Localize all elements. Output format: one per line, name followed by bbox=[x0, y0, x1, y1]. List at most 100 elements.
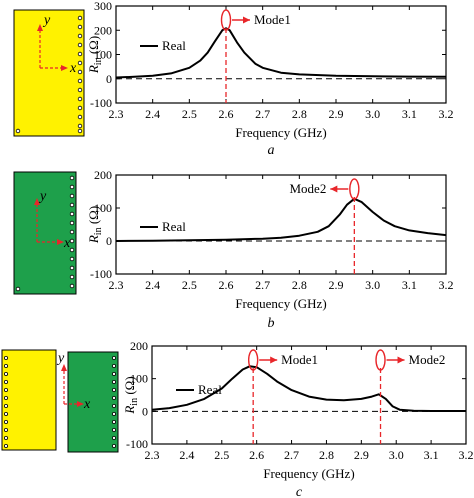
x-tick-label: 3.0 bbox=[389, 448, 404, 462]
x-tick-label: 3.2 bbox=[459, 448, 474, 462]
series-line-real bbox=[115, 197, 447, 242]
x-tick-label: 2.4 bbox=[179, 448, 194, 462]
x-tick-label: 2.9 bbox=[329, 107, 344, 121]
y-axis-label: Rin (Ω) bbox=[86, 206, 104, 244]
x-tick-label: 2.5 bbox=[214, 448, 229, 462]
x-tick-label: 2.6 bbox=[249, 448, 264, 462]
x-axis-label: Frequency (GHz) bbox=[263, 466, 354, 481]
axis-arrows-c bbox=[63, 368, 80, 405]
y-axis-label-sub: in bbox=[93, 57, 104, 65]
y-axis-label-unit: (Ω) bbox=[86, 36, 101, 58]
y-axis-label: Rin (Ω) bbox=[122, 376, 140, 414]
x-tick-label: 2.7 bbox=[255, 107, 270, 121]
chart-c: 2.3 2.4 2.5 2.6 2.7 2.8 2.9 3.0 3.1 3.2 -100 0 100 20… bbox=[122, 339, 474, 498]
axis-arrows-a bbox=[39, 28, 64, 69]
x-axis-label-b: x bbox=[63, 236, 71, 251]
series-line-real bbox=[151, 365, 466, 412]
y-tick-label: -100 bbox=[90, 96, 112, 110]
antenna-panel-c: y x bbox=[1, 349, 119, 453]
green-patch-c bbox=[67, 351, 119, 453]
y-axis-label-sub: in bbox=[93, 227, 104, 235]
x-tick-label: 3.1 bbox=[402, 278, 417, 292]
mode-arrow-head bbox=[330, 185, 338, 193]
y-arrow-head-a bbox=[37, 24, 43, 31]
y-tick-label: 100 bbox=[130, 372, 148, 386]
x-tick-label: 2.7 bbox=[284, 448, 299, 462]
antenna-panel-b: y x bbox=[13, 171, 77, 295]
mode-label: Mode2 bbox=[409, 352, 446, 367]
y-axis-label-main: R bbox=[86, 65, 101, 74]
panel-label: c bbox=[296, 485, 303, 498]
mode-label: Mode2 bbox=[289, 181, 326, 196]
mode-label: Mode1 bbox=[254, 12, 291, 27]
mode-marker-ellipse bbox=[349, 178, 360, 200]
y-axis-label-c: y bbox=[56, 351, 65, 366]
axis-arrows-b bbox=[36, 202, 60, 243]
series-line-real bbox=[115, 27, 447, 79]
x-tick-label: 2.7 bbox=[255, 278, 270, 292]
x-tick-label: 2.6 bbox=[219, 278, 234, 292]
y-arrow-head-b bbox=[34, 198, 40, 205]
plot-frame bbox=[151, 345, 467, 445]
legend-label: Real bbox=[162, 219, 186, 234]
y-tick-label: -100 bbox=[90, 267, 112, 281]
x-arrow-head-b bbox=[57, 239, 64, 245]
x-arrow-head-a bbox=[61, 65, 68, 71]
y-tick-label: 0 bbox=[106, 72, 112, 86]
edge-vias-b bbox=[15, 175, 75, 292]
x-axis-label-a: x bbox=[69, 61, 77, 76]
legend-label: Real bbox=[198, 382, 222, 397]
y-axis-label-unit: (Ω) bbox=[122, 376, 137, 398]
edge-vias-c bbox=[4, 355, 117, 448]
x-tick-label: 3.0 bbox=[365, 107, 380, 121]
x-tick-label: 2.5 bbox=[182, 278, 197, 292]
y-axis-label: Rin (Ω) bbox=[86, 36, 104, 74]
chart-a: 2.3 2.4 2.5 2.6 2.7 2.8 2.9 3.0 3.1 3.2 -100 0 100 20… bbox=[86, 0, 454, 158]
mode-arrow-head bbox=[270, 356, 278, 364]
x-tick-label: 2.3 bbox=[109, 107, 124, 121]
x-axis-label: Frequency (GHz) bbox=[235, 125, 326, 140]
y-tick-label: 300 bbox=[94, 0, 112, 13]
x-tick-label: 3.2 bbox=[439, 278, 454, 292]
edge-vias-a bbox=[15, 15, 83, 134]
y-tick-label: 100 bbox=[94, 48, 112, 62]
x-tick-label: 2.8 bbox=[319, 448, 334, 462]
x-tick-label: 2.5 bbox=[182, 107, 197, 121]
mode-arrow-head bbox=[243, 16, 250, 24]
y-axis-label-unit: (Ω) bbox=[86, 206, 101, 228]
y-arrow-head-c bbox=[61, 364, 67, 371]
x-tick-label: 3.1 bbox=[424, 448, 439, 462]
x-tick-label: 2.4 bbox=[145, 278, 160, 292]
chart-b: 2.3 2.4 2.5 2.6 2.7 2.8 2.9 3.0 3.1 3.2 -100 0 100 20… bbox=[86, 168, 454, 331]
x-tick-label: 2.6 bbox=[219, 107, 234, 121]
x-tick-label: 3.2 bbox=[439, 107, 454, 121]
x-tick-label: 3.1 bbox=[402, 107, 417, 121]
plot-frame bbox=[115, 174, 447, 275]
mode-marker-ellipse bbox=[220, 9, 232, 31]
x-tick-label: 2.3 bbox=[145, 448, 160, 462]
antenna-panel-a: y x bbox=[13, 9, 85, 137]
x-tick-label: 2.8 bbox=[292, 107, 307, 121]
mode-marker-ellipse bbox=[375, 349, 386, 371]
x-tick-label: 2.4 bbox=[145, 107, 160, 121]
x-axis-label-c: x bbox=[83, 397, 91, 412]
legend-label: Real bbox=[162, 38, 186, 53]
x-tick-label: 2.9 bbox=[354, 448, 369, 462]
y-tick-label: 200 bbox=[130, 339, 148, 353]
mode-arrow-head bbox=[397, 356, 405, 364]
y-axis-label-b: y bbox=[38, 189, 47, 204]
yellow-patch bbox=[13, 9, 85, 137]
green-patch bbox=[13, 171, 77, 295]
y-axis-label-sub: in bbox=[129, 398, 140, 406]
x-arrow-head-c bbox=[77, 401, 84, 407]
y-axis-label-main: R bbox=[86, 235, 101, 244]
x-tick-label: 2.8 bbox=[292, 278, 307, 292]
y-axis-label-main: R bbox=[122, 406, 137, 415]
mode-label: Mode1 bbox=[281, 352, 318, 367]
y-tick-label: 0 bbox=[106, 234, 112, 248]
y-tick-label: 200 bbox=[94, 23, 112, 37]
x-axis-label: Frequency (GHz) bbox=[235, 296, 326, 311]
y-tick-label: 200 bbox=[94, 168, 112, 182]
x-tick-label: 2.9 bbox=[329, 278, 344, 292]
